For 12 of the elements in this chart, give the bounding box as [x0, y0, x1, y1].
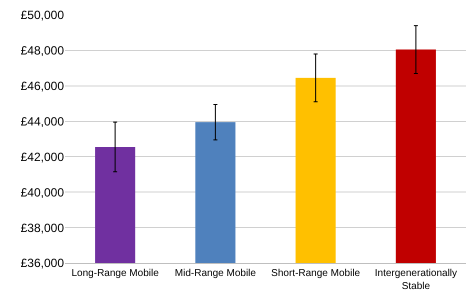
y-tick-label: £42,000 [20, 150, 64, 164]
x-tick-label: Intergenerationally Stable [374, 268, 458, 292]
x-tick-label: Long-Range Mobile [71, 268, 160, 279]
y-tick-label: £38,000 [20, 220, 64, 235]
y-tick-label: £46,000 [20, 79, 64, 94]
y-tick-label: £48,000 [20, 44, 64, 58]
y-tick-label: £50,000 [20, 8, 64, 22]
y-tick-label: £40,000 [20, 185, 64, 200]
x-tick-label: Short-Range Mobile [271, 268, 361, 279]
y-tick-label: £44,000 [20, 114, 64, 128]
y-tick-label: £36,000 [20, 256, 64, 270]
x-tick-label: Mid-Range Mobile [174, 268, 256, 279]
